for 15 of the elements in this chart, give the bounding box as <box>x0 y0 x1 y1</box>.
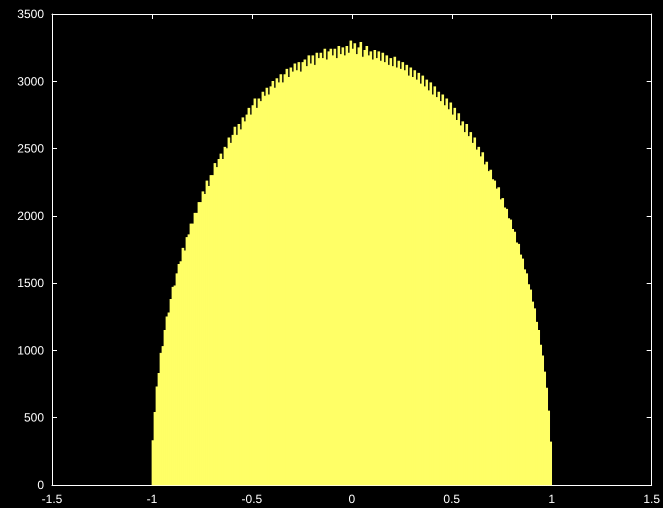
x-tick-label: 0.5 <box>443 492 460 506</box>
x-tick-label: 1 <box>548 492 556 506</box>
x-tick-label: 1.5 <box>643 492 660 506</box>
y-tick-label: 500 <box>24 410 44 425</box>
y-tick-label: 0 <box>37 478 44 492</box>
x-tick-label: -1.5 <box>42 492 63 506</box>
y-tick-label: 2000 <box>17 208 44 223</box>
x-tick-label: -1 <box>146 492 158 506</box>
y-tick-label: 2500 <box>17 142 44 156</box>
y-tick-label: 3500 <box>17 7 44 21</box>
y-tick-label: 1000 <box>17 343 44 358</box>
x-tick-label: -0.5 <box>242 492 263 506</box>
y-tick-label: 1500 <box>17 276 44 290</box>
x-tick-label: 0 <box>348 492 356 506</box>
y-tick-label: 3000 <box>17 74 44 88</box>
